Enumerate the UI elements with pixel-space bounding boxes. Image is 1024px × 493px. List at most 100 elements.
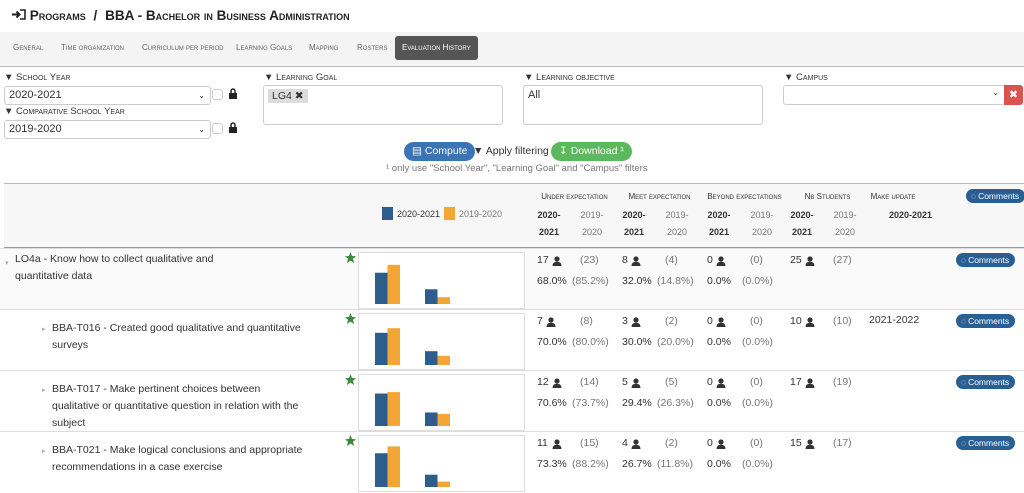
mini-chart: [358, 313, 525, 370]
bar: [387, 392, 400, 426]
star-icon: [345, 374, 356, 385]
lock-icon: [229, 122, 237, 133]
icon-part: [805, 383, 815, 388]
count: 5: [622, 376, 628, 388]
year-label: 2020-2021: [889, 210, 933, 220]
tab[interactable]: Curriculum per period: [142, 43, 224, 52]
expand-caret: ▾: [5, 260, 9, 267]
legend-label: 2019-2020: [459, 209, 503, 219]
tag[interactable]: LG4 ✖: [268, 89, 308, 103]
comments-button[interactable]: ◌ Comments: [956, 253, 1016, 267]
count-previous: (15): [580, 437, 599, 449]
download-button[interactable]: ↧ Download ¹: [551, 142, 632, 161]
person-icon: [805, 439, 815, 449]
tab[interactable]: Learning Goals: [236, 43, 293, 52]
button-label: Compute: [424, 145, 468, 157]
percentage-previous: (11.8%): [657, 458, 693, 470]
count: 4: [622, 437, 628, 449]
table-header: [4, 183, 1024, 249]
percentage-previous: (80.0%): [572, 336, 609, 348]
icon-part: [716, 322, 726, 327]
tag-label: LG4: [272, 90, 292, 102]
icon-part: [718, 439, 724, 445]
icon-part: [631, 383, 641, 388]
mini-chart: [358, 374, 525, 431]
button-label: Download ¹: [570, 145, 624, 157]
tab[interactable]: General: [13, 43, 44, 52]
percentage: 32.0%: [622, 275, 652, 287]
percentage: 29.4%: [622, 397, 652, 409]
apply-filter[interactable]: ▼ Apply filtering: [473, 145, 549, 157]
multi-select[interactable]: All: [523, 85, 763, 125]
column-header: Make update: [870, 192, 916, 201]
table-row: ▸ BBA-T016 - Created good qualitative and…: [0, 309, 1024, 371]
checkbox[interactable]: [212, 89, 223, 100]
update-year: 2021-2022: [869, 314, 920, 326]
button-label[interactable]: Comments: [968, 255, 1010, 265]
person-icon: [716, 378, 726, 388]
icon-part: [805, 261, 815, 266]
icon: ◌: [961, 438, 967, 448]
breadcrumb-link[interactable]: Programs: [29, 8, 86, 23]
count-previous: (8): [580, 315, 593, 327]
count-previous: (2): [665, 437, 678, 449]
checkbox[interactable]: [212, 123, 223, 134]
icon-part: [345, 313, 356, 324]
select[interactable]: 2019-2020 ⌄: [4, 120, 211, 139]
icon-part: [807, 378, 813, 384]
person-icon: [631, 317, 641, 327]
filter-label: ▼ Comparative School Year: [4, 106, 125, 117]
icon: ◌: [961, 316, 967, 326]
students-previous: (17): [833, 437, 852, 449]
legend-swatch: [444, 207, 455, 220]
select[interactable]: 2020-2021 ⌄: [4, 86, 211, 105]
tab[interactable]: Rosters: [357, 43, 388, 52]
button-label[interactable]: Comments: [968, 377, 1010, 387]
button-label[interactable]: Comments: [978, 191, 1020, 201]
percentage: 0.0%: [707, 336, 731, 348]
table-row: ▸ BBA-T021 - Make logical conclusions and…: [0, 431, 1024, 493]
clear-button[interactable]: ✖: [1004, 85, 1023, 105]
students-previous: (27): [833, 254, 852, 266]
bar: [375, 453, 388, 487]
count-previous: (23): [580, 254, 599, 266]
multi-select[interactable]: LG4 ✖: [263, 85, 503, 125]
percentage: 70.6%: [537, 397, 567, 409]
select-value: 2019-2020: [9, 123, 62, 135]
students: 17: [790, 376, 802, 388]
button-label[interactable]: Comments: [968, 438, 1010, 448]
comments-button[interactable]: ◌ Comments: [956, 314, 1016, 328]
bar: [387, 328, 400, 365]
comments-button[interactable]: ◌ Comments: [956, 375, 1016, 389]
icon-part: [552, 383, 562, 388]
tab[interactable]: Time organization: [61, 43, 124, 52]
icon-part: [631, 261, 641, 266]
person-icon: [716, 439, 726, 449]
percentage: 0.0%: [707, 397, 731, 409]
count: 0: [707, 254, 713, 266]
star-icon: [345, 435, 356, 446]
bar: [437, 481, 450, 487]
legend-label: 2020-2021: [397, 209, 441, 219]
count-previous: (0): [750, 376, 763, 388]
year-label: 2020-2021: [707, 210, 731, 237]
comments-button[interactable]: ◌ Comments: [956, 436, 1016, 450]
tab[interactable]: Mapping: [309, 43, 339, 52]
button-label[interactable]: Comments: [968, 316, 1010, 326]
select[interactable]: ⌄: [783, 85, 1005, 105]
table-row: ▸ BBA-T017 - Make pertinent choices betwe…: [0, 370, 1024, 432]
icon: ◌: [961, 377, 967, 387]
icon-part: [716, 444, 726, 449]
tab[interactable]: Evaluation History: [395, 36, 478, 60]
icon-part: [805, 444, 815, 449]
compute-button[interactable]: ▤ Compute: [404, 142, 476, 161]
bar: [425, 412, 438, 426]
bar: [375, 393, 388, 426]
count-previous: (2): [665, 315, 678, 327]
person-icon: [631, 378, 641, 388]
comments-button[interactable]: ◌ Comments: [966, 189, 1024, 203]
percentage-previous: (0.0%): [742, 275, 773, 287]
count-previous: (0): [750, 437, 763, 449]
person-icon: [546, 317, 556, 327]
